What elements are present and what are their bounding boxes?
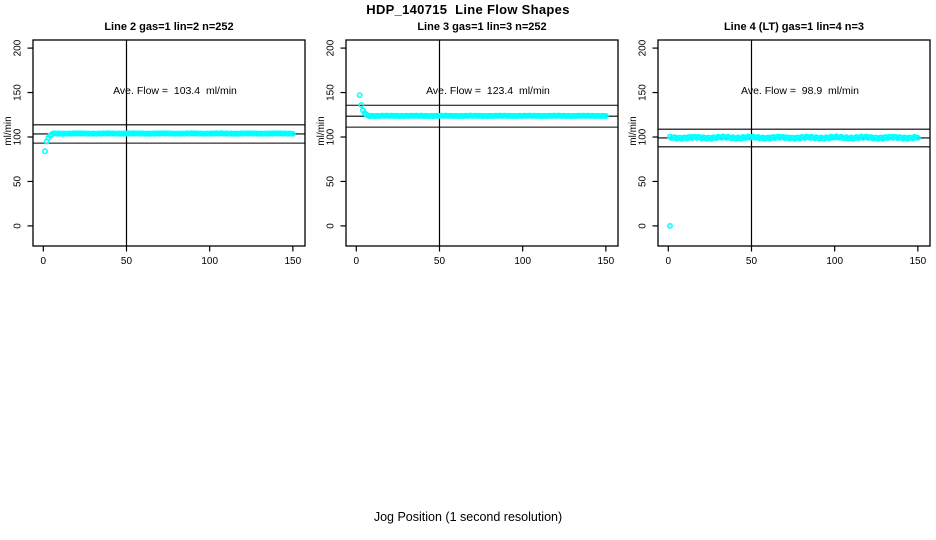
y-tick-label: 0 [326,223,337,229]
x-tick-label: 100 [201,256,218,267]
x-tick-label: 50 [434,256,446,267]
x-tick-label: 150 [910,256,927,267]
y-tick-label: 200 [638,39,649,56]
y-tick-label: 50 [13,175,24,187]
y-tick-label: 50 [326,175,337,187]
ave-flow-annotation: Ave. Flow = 103.4 ml/min [113,85,237,97]
x-tick-label: 100 [514,256,531,267]
x-tick-label: 50 [746,256,758,267]
y-tick-label: 0 [13,223,24,229]
data-point [667,222,673,229]
plot-frame [32,39,306,247]
x-tick-label: 100 [826,256,843,267]
data-point [42,148,48,155]
y-tick-label: 200 [13,39,24,56]
panel-title: Line 3 gas=1 lin=3 n=252 [417,21,547,33]
data-point [602,113,609,119]
y-tick-label: 100 [13,128,24,145]
x-tick-label: 0 [41,256,47,267]
ave-flow-annotation: Ave. Flow = 123.4 ml/min [426,85,550,97]
panel-title: Line 2 gas=1 lin=2 n=252 [104,21,234,33]
x-tick-label: 50 [121,256,133,267]
panel-title: Line 4 (LT) gas=1 lin=4 n=3 [723,21,865,33]
plot-frame [345,39,619,247]
y-tick-label: 50 [638,175,649,187]
x-axis-label: Jog Position (1 second resolution) [373,510,563,524]
x-tick-label: 150 [598,256,615,267]
y-tick-label: 200 [326,39,337,56]
x-tick-label: 0 [354,256,360,267]
x-tick-label: 150 [285,256,302,267]
flow-plot-panel: 0 50 100 150 0 50 100 150 200 [13,39,306,267]
y-tick-label: 150 [638,84,649,101]
y-tick-label: 150 [13,84,24,101]
plot-frame [657,39,931,247]
x-tick-label: 0 [666,256,672,267]
data-point [356,92,363,99]
y-tick-label: 0 [638,223,649,229]
data-point [289,130,296,137]
y-tick-label: 100 [326,128,337,145]
y-tick-label: 100 [638,128,649,145]
y-tick-label: 150 [326,84,337,101]
ave-flow-annotation: Ave. Flow = 98.9 ml/min [741,85,859,97]
flow-plot-panel: 0 50 100 150 0 50 100 150 200 [326,39,619,267]
data-point [914,134,921,141]
data-point [358,102,365,108]
flow-plot-panel: 0 50 100 150 0 50 100 150 200 [638,39,931,267]
main-title: HDP_140715 Line Flow Shapes [366,2,570,17]
